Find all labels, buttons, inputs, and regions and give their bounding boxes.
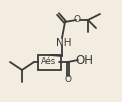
Text: O: O (73, 14, 81, 23)
Text: NH: NH (56, 38, 72, 48)
FancyBboxPatch shape (37, 54, 61, 69)
Text: O: O (65, 75, 71, 84)
Text: Aés: Aés (41, 58, 57, 67)
Text: OH: OH (75, 54, 93, 67)
